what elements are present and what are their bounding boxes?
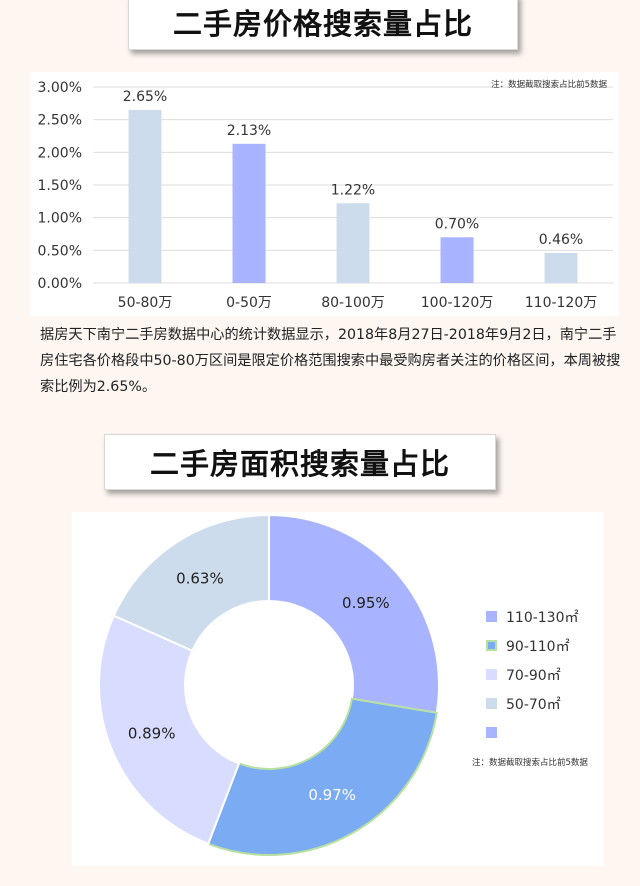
donut-slice [112, 513, 270, 653]
legend-swatch [486, 640, 497, 651]
bar-data-label: 2.13% [227, 123, 271, 139]
x-tick-label: 110-120万 [525, 295, 598, 311]
legend-label: 50-70㎡ [506, 696, 561, 713]
legend-label: 70-90㎡ [506, 667, 561, 684]
y-tick-label: 3.00% [38, 80, 82, 96]
area-chart-note: 注：数据截取搜索占比前5数据 [472, 758, 588, 768]
donut-slice [206, 697, 438, 856]
donut-slice [98, 614, 241, 846]
legend-swatch [486, 727, 497, 738]
area-chart-legend: 110-130㎡ 90-110㎡ 70-90㎡ 50-70㎡ [486, 602, 579, 747]
y-tick-label: 1.50% [38, 178, 82, 194]
bar-data-label: 2.65% [123, 89, 167, 105]
legend-label: 90-110㎡ [506, 638, 570, 655]
bar [440, 237, 474, 283]
bar-data-label: 0.46% [539, 232, 583, 248]
y-tick-label: 1.00% [38, 211, 82, 227]
legend-label: 110-130㎡ [506, 609, 579, 626]
x-tick-label: 50-80万 [118, 295, 173, 311]
y-tick-label: 2.50% [38, 113, 82, 129]
y-tick-label: 0.50% [38, 243, 82, 259]
slice-data-label: 0.95% [342, 594, 390, 612]
price-chart-note: 注：数据截取搜索占比前5数据 [491, 80, 607, 90]
slice-data-label: 0.89% [128, 725, 176, 743]
x-tick-label: 100-120万 [421, 295, 494, 311]
y-tick-label: 2.00% [38, 145, 82, 161]
legend-item: 90-110㎡ [486, 631, 579, 660]
price-chart-panel: 注：数据截取搜索占比前5数据 0.00% 0.50% 1.00% 1.50% 2.00%… [30, 72, 619, 316]
bar-data-label: 0.70% [435, 216, 479, 232]
bar-data-label: 1.22% [331, 182, 375, 198]
area-chart-panel: 0.95% 0.97% 0.89% 0.63% 110-130㎡ 90-110㎡ 70-9… [72, 512, 604, 866]
bar [128, 109, 162, 283]
legend-item [486, 718, 579, 747]
description-text: 据房天下南宁二手房数据中心的统计数据显示，2018年8月27日-2018年9月2… [40, 327, 621, 395]
bar [544, 252, 578, 283]
area-chart-title: 二手房面积搜索量占比 [104, 434, 496, 490]
price-bar-chart: 0.00% 0.50% 1.00% 1.50% 2.00% 2.50% 3.00% 2.65%… [38, 80, 613, 311]
legend-item: 70-90㎡ [486, 660, 579, 689]
price-chart-title: 二手房价格搜索量占比 [128, 0, 518, 50]
bar [232, 143, 266, 283]
slice-data-label: 0.63% [176, 569, 224, 587]
slice-data-label: 0.97% [308, 786, 356, 804]
donut-slice [268, 513, 440, 714]
legend-swatch [486, 611, 497, 622]
x-tick-label: 0-50万 [226, 295, 272, 311]
area-donut-chart: 0.95% 0.97% 0.89% 0.63% [98, 513, 440, 856]
legend-item: 110-130㎡ [486, 602, 579, 631]
legend-item: 50-70㎡ [486, 689, 579, 718]
legend-swatch [486, 698, 497, 709]
bar [336, 203, 370, 283]
x-tick-label: 80-100万 [321, 295, 385, 311]
y-tick-label: 0.00% [38, 276, 82, 292]
legend-swatch [486, 669, 497, 680]
